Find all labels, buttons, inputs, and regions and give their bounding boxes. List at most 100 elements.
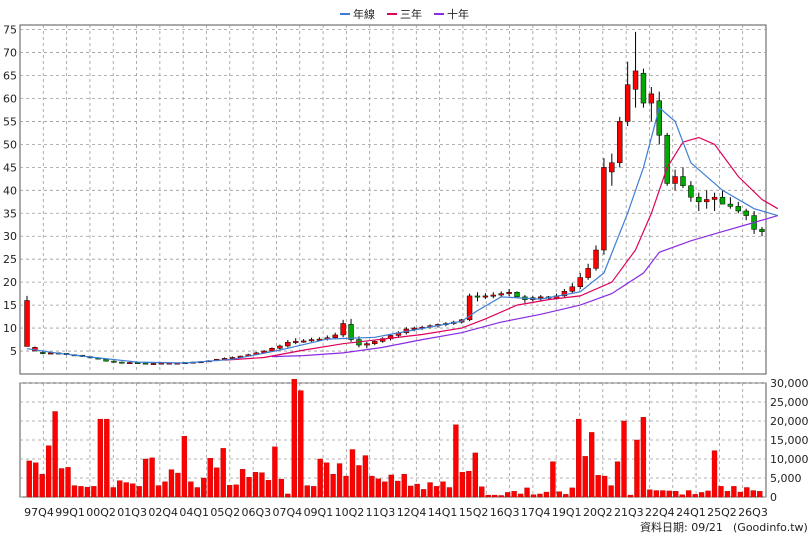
volume-bar [343, 475, 349, 498]
candle-body [466, 295, 473, 321]
volume-bar [550, 461, 556, 498]
candle-body [332, 334, 338, 338]
volume-bar [304, 485, 310, 498]
candle-body [514, 292, 520, 298]
candle-body [229, 357, 236, 359]
x-tick-label: 99Q1 [55, 506, 85, 519]
price-panel: 5 10 15 20 25 30 35 40 45 50 55 60 65 70 75 [3, 24, 779, 375]
volume-bar [731, 486, 737, 498]
data-date-label: 資料日期: 09/21 [640, 520, 723, 534]
candle-body [482, 295, 489, 298]
volume-bar [214, 467, 220, 498]
volume-bar [207, 458, 213, 498]
volume-bar [692, 494, 698, 498]
volume-bar [246, 477, 252, 498]
volume-bar [130, 483, 136, 498]
volume-bar [149, 457, 155, 498]
volume-bar [388, 474, 394, 498]
legend-label: 三年 [400, 7, 422, 21]
volume-bar [601, 475, 608, 498]
candle-body [743, 210, 749, 216]
volume-y-tick-label: 5,000 [770, 472, 802, 485]
volume-bar [653, 490, 659, 498]
volume-bar [52, 411, 58, 498]
x-tick-label: 02Q4 [148, 506, 178, 519]
volume-bar [226, 485, 233, 498]
volume-bar [576, 418, 582, 498]
volume-bar [349, 449, 356, 498]
volume-bar [39, 474, 45, 498]
volume-bar [91, 486, 97, 498]
candle-body [609, 162, 615, 173]
candle-body [506, 292, 512, 294]
volume-bar [336, 463, 343, 498]
volume-bar [408, 485, 414, 498]
volume-bar [188, 481, 194, 498]
price-y-tick-label: 40 [3, 184, 17, 197]
x-tick-label: 14Q1 [428, 506, 458, 519]
volume-bar [492, 494, 498, 498]
volume-bar [608, 485, 614, 498]
volume-bar [45, 445, 52, 498]
candle-body [656, 100, 662, 136]
price-y-tick-label: 70 [3, 47, 17, 60]
volume-bar [58, 468, 65, 498]
volume-bar [201, 477, 207, 498]
candle-body [119, 361, 125, 364]
candle-body [300, 340, 307, 343]
volume-bar [97, 418, 104, 498]
candle-body [561, 291, 568, 297]
price-y-tick-label: 45 [3, 161, 17, 174]
price-y-tick-label: 75 [3, 24, 17, 37]
candle-body [127, 362, 133, 364]
candle-body [277, 345, 283, 349]
volume-bar [530, 494, 537, 498]
candle-body [703, 199, 710, 203]
candle-body [474, 295, 481, 298]
candle-body [490, 294, 496, 297]
volume-bar [142, 458, 149, 498]
volume-bar [117, 480, 123, 498]
candle-body [569, 286, 576, 292]
volume-bar [556, 491, 563, 498]
candle-body [664, 134, 670, 184]
volume-bar [750, 490, 756, 498]
volume-bar [744, 487, 750, 498]
candle-body [340, 323, 346, 336]
volume-bar [472, 452, 478, 498]
candle-body [696, 196, 702, 203]
x-tick-label: 05Q2 [210, 506, 240, 519]
x-tick-label: 11Q3 [366, 506, 396, 519]
volume-bar [498, 495, 504, 498]
candle-body [293, 341, 299, 343]
x-tick-label: 25Q2 [707, 506, 737, 519]
volume-bar [78, 486, 84, 498]
candle-body [48, 352, 54, 355]
volume-bar [543, 491, 550, 498]
price-y-tick-label: 5 [10, 345, 17, 358]
candle-body [601, 167, 607, 251]
volume-bar [298, 390, 304, 498]
candle-body [632, 70, 639, 90]
volume-bar [614, 461, 621, 498]
x-tick-label: 22Q4 [645, 506, 675, 519]
volume-bar [136, 486, 142, 498]
candle-body [727, 203, 734, 207]
candle-body [364, 343, 370, 346]
volume-bar [110, 487, 116, 498]
candle-body [593, 249, 599, 269]
volume-bar [524, 487, 530, 498]
volume-bar [563, 494, 569, 498]
volume-bar [479, 486, 485, 498]
candle-body [372, 341, 378, 344]
volume-bar [84, 486, 91, 498]
candle-body [672, 176, 678, 184]
candle-body [617, 121, 623, 164]
volume-bar [705, 490, 711, 498]
volume-bar [414, 483, 420, 498]
volume-y-tick-label: 10,000 [770, 453, 808, 466]
volume-bar [259, 472, 265, 498]
volume-bar [737, 491, 744, 498]
volume-bar [718, 486, 724, 498]
candle-body [735, 206, 741, 212]
